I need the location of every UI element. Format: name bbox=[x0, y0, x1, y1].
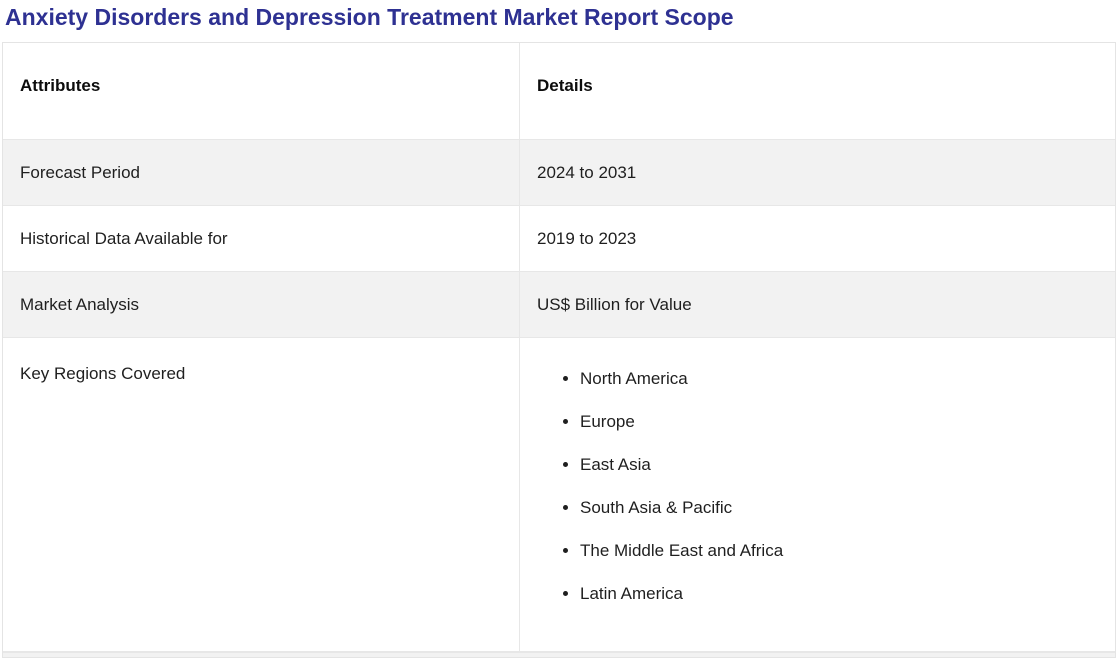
column-header-attributes: Attributes bbox=[3, 43, 520, 139]
list-item-region: North America bbox=[580, 366, 1098, 392]
list-item-region: East Asia bbox=[580, 452, 1098, 478]
details-cell: 2019 to 2023 bbox=[537, 228, 637, 248]
details-cell: North America Europe East Asia South Asi… bbox=[520, 338, 1115, 651]
table-row-forecast-period: Forecast Period 2024 to 2031 bbox=[3, 140, 1115, 206]
list-item-region: Latin America bbox=[580, 581, 1098, 607]
regions-list: North America Europe East Asia South Asi… bbox=[537, 366, 1098, 607]
page-title: Anxiety Disorders and Depression Treatme… bbox=[5, 4, 734, 30]
details-cell: US$ Billion for Value bbox=[537, 294, 692, 314]
table-header-row: Attributes Details bbox=[3, 43, 1115, 140]
list-item-region: The Middle East and Africa bbox=[580, 538, 1098, 564]
partial-next-row bbox=[3, 652, 1115, 657]
attribute-cell: Key Regions Covered bbox=[3, 338, 520, 651]
attribute-cell: Historical Data Available for bbox=[3, 206, 520, 271]
table-row-historical-data: Historical Data Available for 2019 to 20… bbox=[3, 206, 1115, 272]
table-row-market-analysis: Market Analysis US$ Billion for Value bbox=[3, 272, 1115, 338]
list-item-region: South Asia & Pacific bbox=[580, 495, 1098, 521]
details-cell: 2024 to 2031 bbox=[537, 162, 637, 182]
table-row-key-regions: Key Regions Covered North America Europe… bbox=[3, 338, 1115, 652]
report-scope-page: Anxiety Disorders and Depression Treatme… bbox=[0, 3, 1119, 658]
list-item-region: Europe bbox=[580, 409, 1098, 435]
attribute-cell: Forecast Period bbox=[3, 140, 520, 205]
report-scope-table: Attributes Details Forecast Period 2024 … bbox=[2, 42, 1116, 658]
column-header-details: Details bbox=[537, 76, 593, 95]
attribute-cell: Market Analysis bbox=[3, 272, 520, 337]
